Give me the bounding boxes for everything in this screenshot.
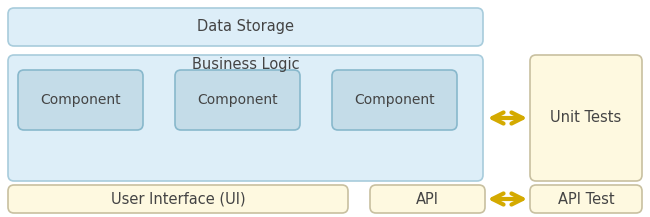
FancyBboxPatch shape <box>8 185 348 213</box>
Text: Data Storage: Data Storage <box>197 20 294 35</box>
Text: Component: Component <box>197 93 278 107</box>
Text: Component: Component <box>354 93 435 107</box>
FancyBboxPatch shape <box>370 185 485 213</box>
Text: Unit Tests: Unit Tests <box>551 110 621 125</box>
FancyBboxPatch shape <box>8 55 483 181</box>
Text: User Interface (UI): User Interface (UI) <box>111 191 245 207</box>
Text: API Test: API Test <box>558 191 614 207</box>
FancyBboxPatch shape <box>332 70 457 130</box>
Text: Component: Component <box>40 93 121 107</box>
FancyBboxPatch shape <box>530 185 642 213</box>
FancyBboxPatch shape <box>530 55 642 181</box>
Text: API: API <box>416 191 439 207</box>
FancyBboxPatch shape <box>175 70 300 130</box>
Text: Business Logic: Business Logic <box>192 58 299 72</box>
FancyBboxPatch shape <box>18 70 143 130</box>
FancyBboxPatch shape <box>8 8 483 46</box>
